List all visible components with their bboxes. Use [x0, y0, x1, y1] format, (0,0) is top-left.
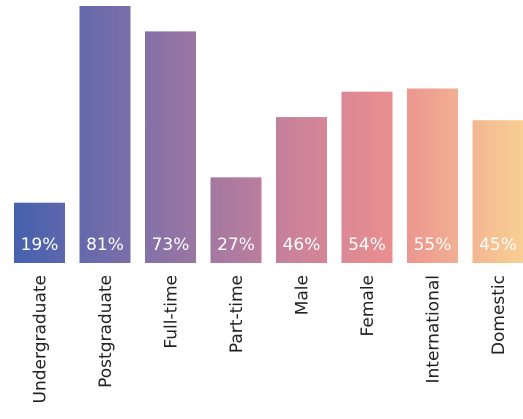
value-label: 45%	[479, 235, 517, 255]
bar-undergraduate	[14, 202, 65, 263]
value-label: 55%	[414, 235, 452, 255]
bar-international	[407, 88, 458, 263]
category-label: Domestic	[489, 275, 509, 355]
bar-male	[276, 117, 327, 264]
value-labels-group: 19% 81% 73% 27% 46% 54% 55% 45%	[21, 235, 517, 255]
category-label: Undergraduate	[31, 275, 51, 403]
category-label: Part-time	[227, 275, 247, 353]
category-label: Postgraduate	[96, 275, 116, 388]
value-label: 81%	[86, 235, 124, 255]
category-label: Female	[358, 275, 378, 336]
bar-part-time	[210, 177, 262, 263]
value-label: 19%	[21, 235, 59, 255]
bar-postgraduate	[79, 6, 131, 263]
category-label: Male	[293, 275, 313, 315]
bar-female	[341, 91, 393, 264]
bars-group	[14, 6, 523, 264]
value-label: 73%	[152, 235, 190, 255]
value-label: 27%	[217, 235, 255, 255]
value-label: 46%	[283, 235, 321, 255]
bar-domestic	[472, 120, 523, 263]
category-label: International	[424, 275, 444, 384]
value-label: 54%	[348, 235, 386, 255]
category-label: Full-time	[162, 275, 182, 349]
bar-full-time	[145, 31, 196, 263]
category-labels-group: Undergraduate Postgraduate Full-time Part-t…	[31, 275, 510, 403]
